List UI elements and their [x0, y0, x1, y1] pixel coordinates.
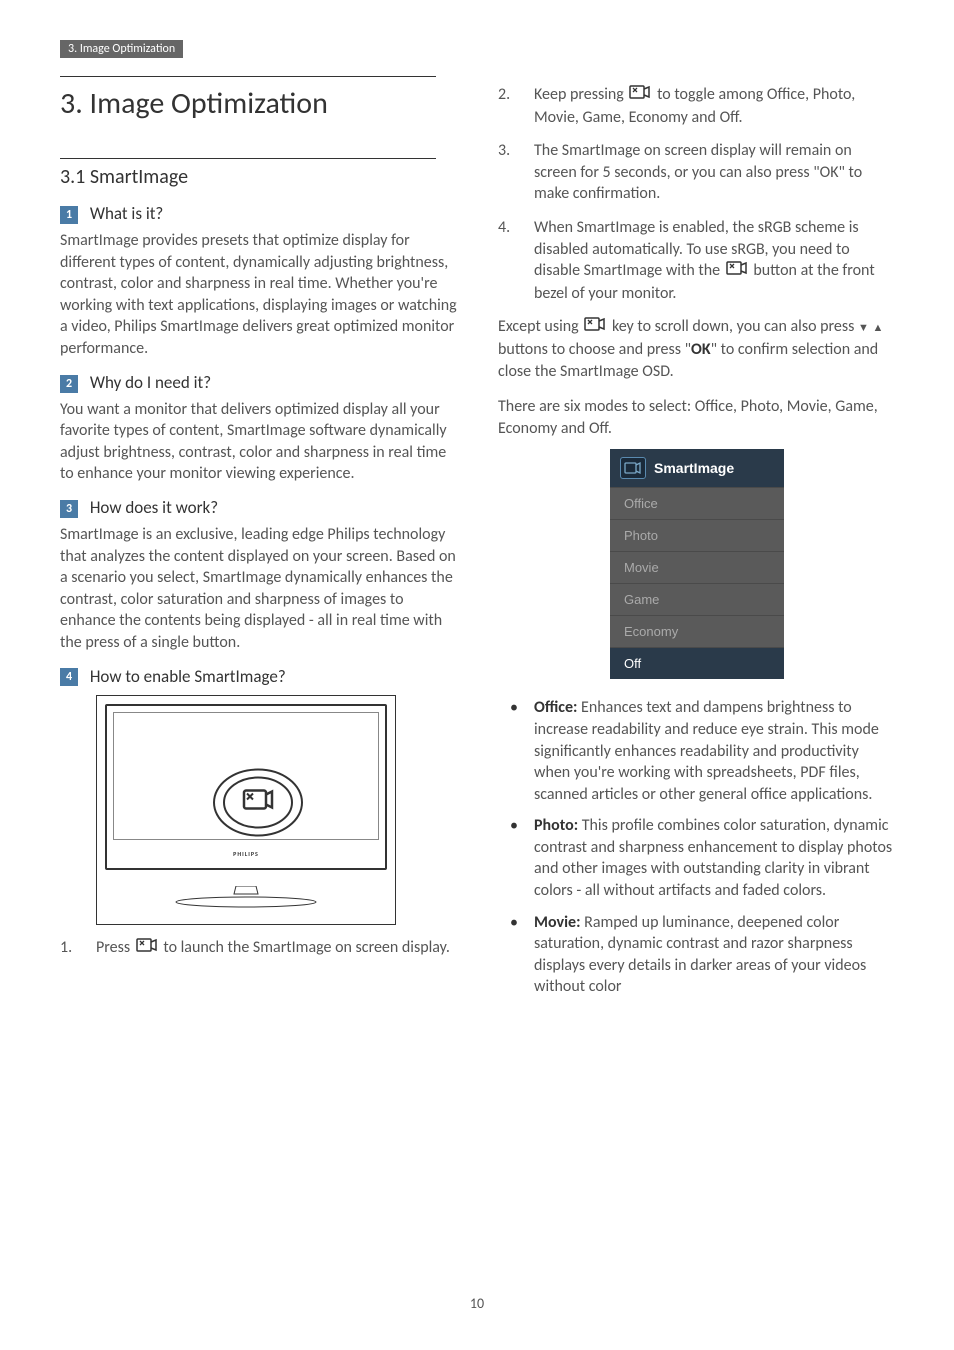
- triangle-up-icon: ▲: [873, 321, 884, 334]
- subhead-what-is-it: 1 What is it?: [60, 203, 458, 224]
- bullet-label: Movie:: [534, 913, 581, 932]
- smartimage-icon: [136, 937, 158, 960]
- triangle-down-icon: ▼: [858, 321, 869, 334]
- except-b: key to scroll down, you can also press: [612, 317, 858, 336]
- step-text: The SmartImage on screen display will re…: [534, 141, 862, 203]
- step-list-right: 2. Keep pressing to toggle among Office,…: [498, 84, 896, 304]
- step-2: 2. Keep pressing to toggle among Office,…: [498, 84, 896, 128]
- bullet-text: Enhances text and dampens brightness to …: [534, 698, 879, 803]
- except-a: Except using: [498, 317, 582, 336]
- bullet-photo: Photo: This profile combines color satur…: [498, 815, 896, 901]
- bullet-text: This profile combines color saturation, …: [534, 816, 892, 900]
- numbox-2: 2: [60, 375, 78, 393]
- bullet-label: Photo:: [534, 816, 578, 835]
- except-paragraph: Except using key to scroll down, you can…: [498, 316, 896, 382]
- mode-bullets: Office: Enhances text and dampens bright…: [498, 697, 896, 998]
- osd-title: SmartImage: [654, 460, 734, 476]
- subhead-how-enable: 4 How to enable SmartImage?: [60, 666, 458, 687]
- body-what-is-it: SmartImage provides presets that optimiz…: [60, 230, 458, 360]
- page-number: 10: [470, 1295, 484, 1312]
- subhead-label: What is it?: [90, 203, 163, 224]
- six-modes-paragraph: There are six modes to select: Office, P…: [498, 396, 896, 439]
- monitor-bezel: PHILIPS: [107, 840, 385, 868]
- step-1: 1. Press to launch the SmartImage on scr…: [60, 937, 458, 960]
- body-how-works: SmartImage is an exclusive, leading edge…: [60, 524, 458, 654]
- step-num: 4.: [498, 217, 510, 239]
- bullet-label: Office:: [534, 698, 577, 717]
- smartimage-button-callout: [212, 767, 304, 842]
- osd-item: Off: [610, 647, 784, 679]
- step-4: 4. When SmartImage is enabled, the sRGB …: [498, 217, 896, 304]
- osd-item: Office: [610, 487, 784, 519]
- osd-item: Game: [610, 583, 784, 615]
- bullet-text: Ramped up luminance, deepened color satu…: [534, 913, 866, 997]
- osd-item: Economy: [610, 615, 784, 647]
- osd-items-container: OfficePhotoMovieGameEconomyOff: [610, 487, 784, 679]
- body-why-need: You want a monitor that delivers optimiz…: [60, 399, 458, 485]
- monitor-illustration: PHILIPS: [96, 695, 396, 925]
- subhead-label: How to enable SmartImage?: [90, 666, 286, 687]
- two-column-layout: 3. Image Optimization 3.1 SmartImage 1 W…: [60, 76, 899, 1008]
- section-title: 3.1 SmartImage: [60, 165, 458, 189]
- step-num: 3.: [498, 140, 510, 162]
- step-num: 2.: [498, 84, 510, 106]
- osd-smartimage-icon: [620, 457, 646, 479]
- numbox-1: 1: [60, 206, 78, 224]
- subhead-label: How does it work?: [90, 497, 218, 518]
- monitor-stand: [166, 886, 326, 908]
- osd-menu: SmartImage OfficePhotoMovieGameEconomyOf…: [610, 449, 784, 679]
- step-3: 3. The SmartImage on screen display will…: [498, 140, 896, 205]
- left-column: 3. Image Optimization 3.1 SmartImage 1 W…: [60, 76, 458, 1008]
- page-title: 3. Image Optimization: [60, 85, 458, 122]
- title-rule: [60, 76, 436, 77]
- step-text-a: Keep pressing: [534, 85, 627, 104]
- breadcrumb: 3. Image Optimization: [60, 40, 183, 58]
- ok-label: OK: [691, 340, 711, 359]
- smartimage-icon: [629, 84, 651, 107]
- osd-header: SmartImage: [610, 449, 784, 487]
- section-rule: [60, 158, 436, 159]
- step-text-a: Press: [96, 938, 134, 957]
- step-list-left: 1. Press to launch the SmartImage on scr…: [60, 937, 458, 960]
- step-text-b: to launch the SmartImage on screen displ…: [163, 938, 450, 957]
- osd-item: Movie: [610, 551, 784, 583]
- step-num: 1.: [60, 937, 72, 959]
- subhead-label: Why do I need it?: [90, 372, 211, 393]
- bullet-office: Office: Enhances text and dampens bright…: [498, 697, 896, 805]
- osd-item: Photo: [610, 519, 784, 551]
- smartimage-icon: [584, 316, 606, 339]
- smartimage-icon: [726, 260, 748, 283]
- subhead-how-works: 3 How does it work?: [60, 497, 458, 518]
- subhead-why-need: 2 Why do I need it?: [60, 372, 458, 393]
- bullet-movie: Movie: Ramped up luminance, deepened col…: [498, 912, 896, 998]
- right-column: 2. Keep pressing to toggle among Office,…: [498, 76, 896, 1008]
- except-c: buttons to choose and press ": [498, 340, 691, 359]
- numbox-3: 3: [60, 500, 78, 518]
- monitor-logo: PHILIPS: [233, 850, 259, 858]
- numbox-4: 4: [60, 668, 78, 686]
